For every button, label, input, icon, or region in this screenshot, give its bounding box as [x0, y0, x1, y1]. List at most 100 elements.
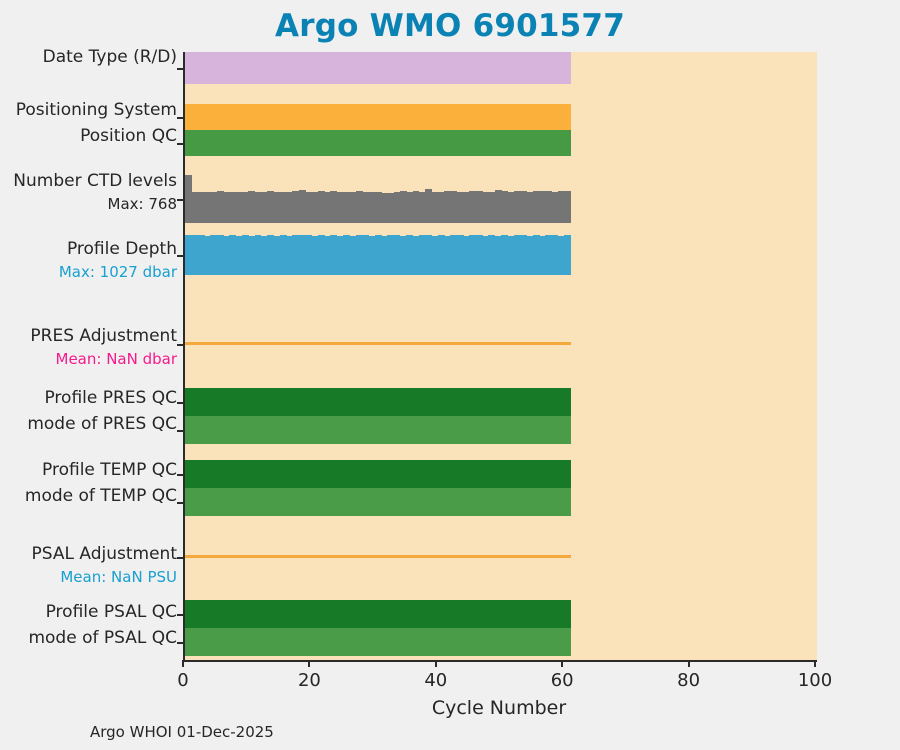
y-label-positioning_system: Positioning System [15, 100, 177, 120]
y-tick-mode_of_pres_qc [177, 430, 184, 432]
histogram-bar [501, 190, 508, 223]
histogram-bar [260, 191, 268, 223]
histogram-bar [507, 235, 515, 275]
histogram-bar [191, 191, 199, 223]
histogram-bar [229, 235, 237, 275]
histogram-bar [279, 192, 287, 223]
track-mode_of_temp_qc [185, 488, 817, 516]
band-positioning_system [185, 104, 571, 130]
histogram-bar [482, 191, 489, 223]
x-tick-label-0: 0 [177, 670, 189, 691]
y-label-mode_of_temp_qc: mode of TEMP QC [24, 486, 177, 506]
y-tick-positioning_system [177, 117, 184, 119]
histogram-bar [349, 191, 357, 223]
histogram-bar [185, 235, 192, 275]
y-tick-profile_pres_qc [177, 402, 184, 404]
histogram-bar [437, 191, 445, 223]
histogram-bar [368, 191, 376, 223]
histogram-profile_depth [185, 235, 817, 275]
y-label-profile_pres_qc: Profile PRES QC [44, 388, 177, 408]
band-position_qc [185, 130, 571, 156]
y-tick-mode_of_psal_qc [177, 642, 184, 644]
histogram-bar [336, 191, 344, 223]
histogram-bar [463, 192, 470, 223]
histogram-bar [355, 235, 363, 275]
histogram-bar [406, 235, 414, 275]
histogram-bar [203, 191, 211, 223]
x-tick-0 [182, 660, 184, 667]
histogram-bar [557, 235, 565, 275]
histogram-bar [235, 191, 243, 223]
histogram-bar [564, 235, 572, 275]
histogram-bar [292, 190, 300, 223]
histogram-bar [260, 235, 268, 275]
histogram-bar [216, 235, 224, 275]
track-profile_pres_qc [185, 388, 817, 416]
x-tick-60 [561, 660, 564, 667]
histogram-bar [279, 235, 287, 275]
histogram-bar [431, 235, 439, 275]
histogram-bar [292, 235, 300, 275]
y-label-profile_temp_qc: Profile TEMP QC [42, 460, 177, 480]
track-profile_temp_qc [185, 460, 817, 488]
track-mode_of_psal_qc [185, 628, 817, 656]
y-label-mode_of_psal_qc: mode of PSAL QC [28, 628, 177, 648]
track-number_ctd_levels [185, 175, 817, 223]
track-profile_depth [185, 235, 817, 275]
histogram-bar [273, 235, 281, 275]
y-label-position_qc: Position QC [80, 126, 177, 146]
x-axis-label: Cycle Number [431, 697, 567, 719]
histogram-bar [317, 191, 325, 223]
plot-inner [185, 52, 817, 660]
histogram-bar [437, 235, 445, 275]
band-profile_psal_qc [185, 600, 571, 628]
histogram-bar [235, 235, 243, 275]
band-profile_temp_qc [185, 460, 571, 488]
histogram-bar [267, 191, 275, 223]
histogram-bar [330, 235, 338, 275]
band-mode_of_pres_qc [185, 416, 571, 444]
y-label-mode_of_pres_qc: mode of PRES QC [27, 414, 177, 434]
y-sublabel-pres_adjustment: Mean: NaN dbar [55, 350, 178, 368]
histogram-bar [399, 235, 407, 275]
histogram-bar [368, 235, 376, 275]
band-mode_of_temp_qc [185, 488, 571, 516]
y-label-profile_psal_qc: Profile PSAL QC [45, 602, 177, 622]
histogram-bar [406, 191, 414, 223]
histogram-bar [286, 235, 294, 275]
histogram-bar [469, 235, 477, 275]
band-profile_pres_qc [185, 388, 571, 416]
x-tick-80 [687, 660, 690, 667]
histogram-bar [286, 191, 294, 223]
x-tick-20 [308, 660, 311, 667]
histogram-bar [469, 190, 477, 223]
histogram-bar [513, 235, 521, 275]
histogram-bar [311, 235, 319, 275]
histogram-bar [191, 235, 199, 275]
histogram-bar [425, 235, 433, 275]
histogram-bar [456, 191, 464, 223]
histogram-bar [431, 191, 439, 223]
page-title: Argo WMO 6901577 [275, 8, 625, 44]
histogram-bar [425, 189, 433, 223]
histogram-bar [444, 191, 452, 223]
histogram-bar [229, 192, 237, 223]
histogram-bar [361, 191, 369, 223]
histogram-bar [456, 235, 464, 275]
histogram-bar [210, 235, 218, 275]
histogram-bar [241, 235, 249, 275]
x-tick-40 [434, 660, 437, 667]
histogram-bar [494, 235, 502, 275]
histogram-bar [538, 190, 546, 223]
histogram-bar [203, 235, 211, 275]
histogram-bar [343, 235, 350, 275]
y-tick-date_type [177, 68, 184, 70]
histogram-bar [374, 235, 382, 275]
histogram-bar [197, 191, 205, 223]
histogram-bar [564, 190, 572, 223]
histogram-bar [393, 235, 401, 275]
track-position_qc [185, 130, 817, 156]
y-label-pres_adjustment: PRES Adjustment [30, 326, 177, 346]
x-tick-label-80: 80 [677, 670, 701, 691]
